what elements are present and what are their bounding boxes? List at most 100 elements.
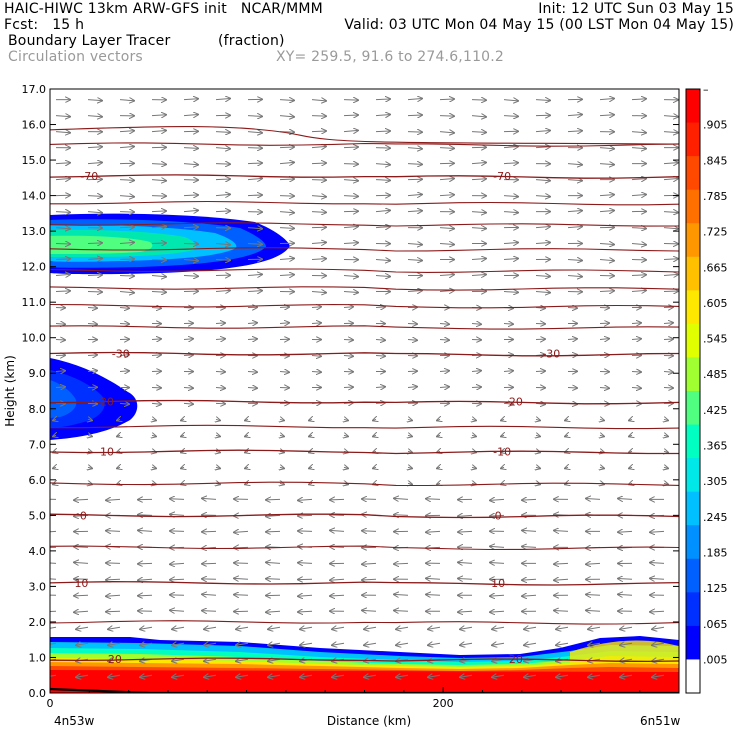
wind-vector bbox=[471, 259, 486, 260]
plot-frame bbox=[49, 88, 680, 694]
wind-vector bbox=[280, 483, 284, 484]
vector-label: Circulation vectors bbox=[8, 49, 143, 65]
wind-vector bbox=[119, 276, 134, 277]
wind-vector bbox=[343, 196, 358, 197]
wind-vector bbox=[650, 563, 665, 564]
wind-vector bbox=[503, 403, 513, 404]
wind-vector bbox=[279, 323, 289, 324]
wind-vector bbox=[55, 387, 65, 388]
wind-vector bbox=[664, 467, 668, 468]
wind-vector bbox=[631, 132, 646, 133]
wind-vector bbox=[567, 308, 577, 309]
wind-vector bbox=[631, 323, 641, 324]
wind-vector bbox=[183, 260, 198, 261]
contour-label: -30 bbox=[112, 348, 130, 361]
wind-vector bbox=[565, 435, 568, 436]
wind-vector bbox=[280, 435, 284, 436]
wind-vector bbox=[373, 467, 376, 468]
wind-vector bbox=[439, 195, 454, 196]
wind-vector bbox=[151, 115, 166, 116]
wind-vector bbox=[428, 627, 441, 629]
field-units: (fraction) bbox=[218, 33, 285, 49]
temperature-contour-labeled bbox=[50, 449, 679, 455]
wind-vector bbox=[629, 419, 632, 420]
wind-vector bbox=[266, 611, 281, 612]
wind-vector bbox=[268, 627, 281, 629]
wind-vector bbox=[396, 643, 409, 645]
wind-vector bbox=[215, 228, 230, 229]
colorbar-label: .845 bbox=[703, 154, 728, 167]
temperature-contour bbox=[50, 142, 679, 147]
contour-label: -20 bbox=[96, 396, 114, 409]
wind-vector bbox=[618, 531, 633, 532]
wind-vector bbox=[472, 435, 476, 436]
wind-vector bbox=[247, 339, 257, 340]
wind-vector bbox=[394, 498, 409, 499]
wind-vector bbox=[88, 467, 92, 468]
wind-vector bbox=[536, 467, 540, 468]
wind-vector bbox=[53, 435, 56, 436]
colorbar-label: .905 bbox=[703, 119, 728, 132]
wind-vector bbox=[119, 308, 129, 309]
wind-vector bbox=[311, 242, 326, 243]
wind-vector bbox=[567, 339, 577, 340]
wind-vector bbox=[535, 130, 550, 131]
wind-vector bbox=[554, 563, 569, 564]
wind-vector bbox=[311, 323, 321, 324]
wind-vector bbox=[503, 292, 518, 293]
y-tick-label: 5.0 bbox=[29, 509, 47, 522]
temperature-contour bbox=[50, 247, 679, 252]
wind-vector bbox=[181, 419, 184, 420]
wind-vector bbox=[245, 419, 248, 420]
wind-vector bbox=[471, 179, 486, 180]
colorbar-swatch bbox=[686, 256, 700, 291]
wind-vector bbox=[408, 419, 412, 420]
wind-vector bbox=[311, 355, 321, 356]
wind-vector bbox=[183, 403, 193, 404]
wind-vector bbox=[458, 531, 473, 532]
wind-vector bbox=[152, 419, 156, 420]
y-tick-label: 9.0 bbox=[29, 367, 47, 380]
wind-vector bbox=[106, 499, 121, 500]
wind-vector bbox=[55, 163, 70, 164]
wind-vector bbox=[119, 259, 134, 260]
wind-vector bbox=[204, 643, 217, 645]
y-tick-label: 0.0 bbox=[29, 687, 47, 700]
wind-vector bbox=[501, 467, 504, 468]
wind-vector bbox=[631, 244, 646, 245]
wind-vector bbox=[247, 323, 257, 324]
wind-vector bbox=[599, 195, 614, 196]
temperature-contour bbox=[50, 325, 679, 330]
wind-vector bbox=[170, 563, 185, 564]
wind-vector bbox=[172, 627, 185, 629]
wind-vector bbox=[428, 675, 441, 677]
wind-vector bbox=[535, 276, 550, 277]
wind-vector bbox=[631, 179, 646, 180]
wind-vector bbox=[471, 116, 486, 117]
wind-vector bbox=[375, 307, 385, 308]
wind-vector bbox=[631, 339, 641, 340]
wind-vector bbox=[522, 499, 537, 500]
wind-vector bbox=[618, 594, 633, 595]
temperature-contour bbox=[50, 222, 679, 227]
wind-vector bbox=[439, 116, 454, 117]
contour-label: 20 bbox=[108, 653, 122, 666]
wind-vector bbox=[55, 291, 70, 292]
wind-vector bbox=[536, 419, 540, 420]
wind-vector bbox=[600, 467, 604, 468]
wind-vector bbox=[279, 147, 294, 148]
wind-vector bbox=[586, 610, 601, 611]
wind-vector bbox=[471, 100, 486, 101]
wind-vector bbox=[50, 642, 57, 645]
wind-vector bbox=[439, 290, 454, 291]
wind-vector bbox=[375, 227, 390, 228]
colorbar-label: .725 bbox=[703, 226, 728, 239]
wind-vector bbox=[503, 323, 513, 324]
wind-vector bbox=[471, 132, 486, 133]
colorbar-label: .005 bbox=[703, 653, 728, 666]
wind-vector bbox=[663, 274, 678, 275]
wind-vector bbox=[535, 196, 550, 197]
wind-vector bbox=[183, 339, 193, 340]
wind-vector bbox=[631, 371, 641, 372]
temperature-contour-labeled bbox=[50, 513, 679, 519]
